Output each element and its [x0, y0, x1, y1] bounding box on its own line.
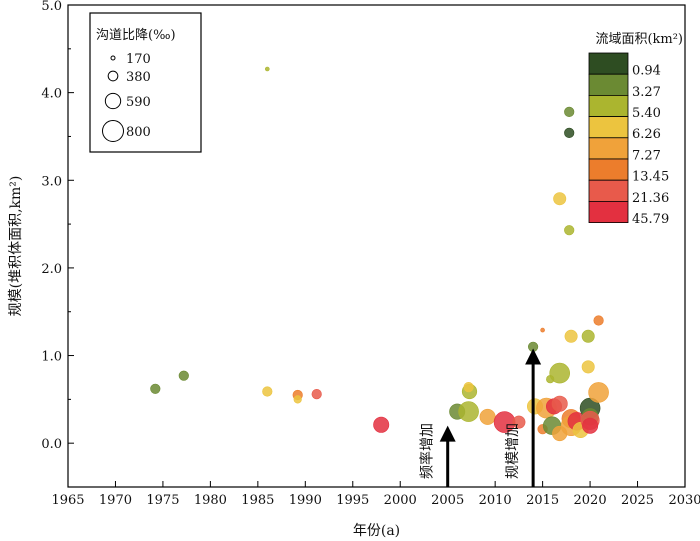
size-legend-title: 沟道比降(‰): [96, 28, 176, 43]
color-legend-swatch-7: [588, 200, 629, 223]
size-legend-circle-0: [110, 55, 116, 61]
data-point-2: [264, 66, 270, 72]
plot-area: [150, 66, 609, 442]
annotations: 频率增加 规模增加: [419, 348, 542, 487]
annotation-label-0: 频率增加: [419, 423, 436, 479]
data-point-41: [593, 315, 604, 326]
color-legend-swatch-1: [588, 73, 629, 96]
x-tick-label-0: 1965: [51, 493, 84, 508]
x-tick-label-10: 2015: [526, 493, 559, 508]
data-point-14: [512, 415, 526, 429]
x-tick-label-2: 1975: [146, 493, 179, 508]
x-axis-title: 年份(a): [353, 523, 400, 539]
y-tick-label-0: 0.0: [41, 437, 62, 452]
data-point-30: [564, 329, 578, 343]
data-point-23: [549, 362, 571, 384]
size-legend-circle-3: [102, 120, 124, 142]
color-legend-label-7: 45.79: [632, 212, 669, 227]
legends: 沟道比降(‰) 170 380 590 800 流域面积(km²) 0.94 3.27 5.40…: [89, 12, 683, 227]
x-tick-label-1: 1970: [99, 493, 132, 508]
x-tick-label-8: 2005: [431, 493, 464, 508]
y-tick-label-5: 5.0: [41, 0, 62, 14]
color-legend-swatch-2: [588, 95, 629, 118]
annotation-arrow-head-1: [525, 348, 542, 365]
data-point-7: [373, 416, 390, 433]
data-point-27: [564, 106, 575, 117]
size-legend-circle-1: [107, 70, 119, 82]
color-legend-label-0: 0.94: [632, 64, 661, 79]
x-tick-label-7: 2000: [384, 493, 417, 508]
color-legend-label-3: 6.26: [632, 127, 661, 142]
size-legend-circle-2: [104, 92, 122, 110]
x-tick-label-4: 1985: [241, 493, 274, 508]
data-point-36: [581, 360, 595, 374]
color-legend-label-1: 3.27: [632, 85, 661, 100]
data-point-26: [553, 192, 567, 206]
color-legend-swatch-3: [588, 116, 629, 139]
data-point-9: [458, 401, 479, 422]
size-legend-label-0: 170: [126, 52, 151, 67]
y-tick-label-4: 4.0: [41, 87, 62, 102]
x-tick-label-3: 1980: [194, 493, 227, 508]
y-tick-label-3: 3.0: [41, 174, 62, 189]
y-tick-label-1: 1.0: [41, 350, 62, 365]
y-axis-title: 规模(堆积体面积,km²): [8, 176, 24, 317]
color-legend-swatch-4: [588, 137, 629, 160]
data-point-35: [581, 329, 595, 343]
x-tick-label-5: 1990: [289, 493, 322, 508]
data-point-40: [582, 417, 599, 434]
data-point-11: [463, 382, 474, 393]
data-point-6: [311, 389, 322, 400]
color-legend-swatch-0: [588, 52, 629, 75]
data-point-28: [564, 127, 575, 138]
x-tick-label-9: 2010: [479, 493, 512, 508]
x-tick-label-13: 2030: [668, 493, 700, 508]
y-tick-label-2: 2.0: [41, 262, 62, 277]
data-point-1: [178, 370, 189, 381]
data-point-3: [262, 386, 273, 397]
axes: 1965 1970 1975 1980 1985 1990 1995 2000 2005 2010…: [8, 0, 700, 539]
data-point-29: [564, 225, 575, 236]
x-tick-label-12: 2025: [621, 493, 654, 508]
size-legend-label-2: 590: [126, 95, 151, 110]
size-legend-label-3: 800: [126, 125, 151, 140]
color-legend-swatch-6: [588, 179, 629, 202]
color-legend-label-5: 13.45: [632, 170, 669, 185]
color-legend-label-6: 21.36: [632, 191, 669, 206]
data-point-17: [540, 327, 545, 333]
x-tick-label-6: 1995: [336, 493, 369, 508]
size-legend-label-1: 380: [126, 70, 151, 85]
color-legend-label-4: 7.27: [632, 148, 661, 163]
data-point-0: [150, 383, 161, 394]
x-tick-label-11: 2020: [574, 493, 607, 508]
plot-frame: [67, 4, 686, 488]
data-point-5: [293, 395, 302, 404]
data-point-42: [588, 382, 609, 403]
color-legend-title: 流域面积(km²): [595, 32, 683, 47]
data-point-12: [479, 408, 496, 425]
color-legend-label-2: 5.40: [632, 106, 661, 121]
annotation-label-1: 规模增加: [505, 423, 521, 479]
color-legend-swatch-5: [588, 158, 629, 181]
annotation-arrow-head-0: [439, 425, 456, 442]
data-point-24: [551, 395, 568, 412]
